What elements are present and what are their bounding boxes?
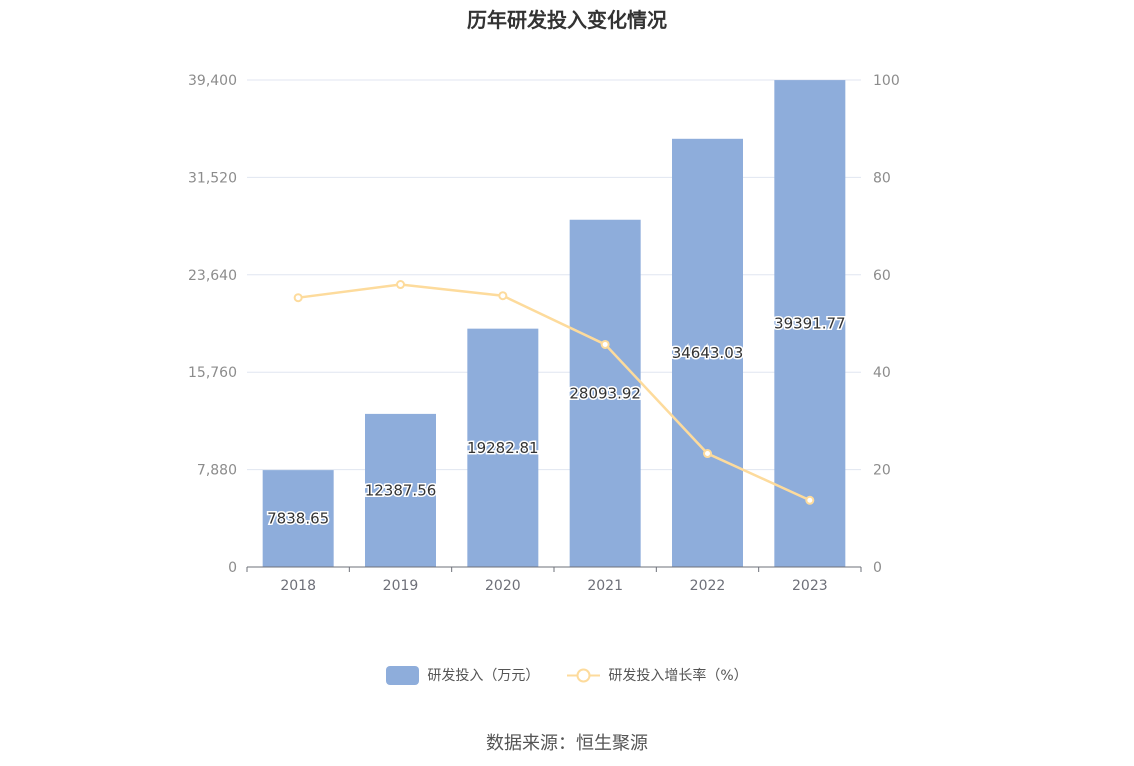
legend-bar-label: 研发投入（万元） <box>427 668 540 684</box>
legend-line-label: 研发投入增长率（%） <box>608 668 748 684</box>
y-right-tick-label: 40 <box>873 365 891 381</box>
y-right-tick-label: 100 <box>873 73 900 89</box>
line-series <box>293 280 815 505</box>
y-left-tick-label: 39,400 <box>188 73 237 89</box>
bar-data-label: 12387.56 <box>365 481 437 499</box>
bar-data-label: 34643.03 <box>672 344 744 362</box>
line-point <box>293 293 303 303</box>
line-point <box>396 280 405 290</box>
bar-data-label: 28093.92 <box>569 384 641 402</box>
bar-series <box>262 80 846 568</box>
y-right-tick-label: 60 <box>873 268 891 284</box>
bar <box>467 328 539 567</box>
legend-item-bar[interactable]: 研发投入（万元） <box>386 665 539 685</box>
line-point <box>703 449 712 459</box>
legend-item-line[interactable]: 研发投入增长率（%） <box>567 665 748 685</box>
y-left-tick-label: 7,880 <box>197 463 237 479</box>
x-tick-label: 2019 <box>383 578 419 594</box>
data-labels: 7838.65 12387.56 19282.81 28093.92 34643.03 3… <box>266 313 847 529</box>
line-point <box>498 291 508 301</box>
chart: 0 7,880 15,760 23,640 31,520 39,400 0 20 40 60 80… <box>188 73 900 594</box>
legend: 研发投入（万元） 研发投入增长率（%） <box>0 665 1134 685</box>
line-point <box>805 495 815 505</box>
bar <box>672 138 743 567</box>
y-left-tick-label: 31,520 <box>188 170 237 186</box>
y-left-tick-label: 15,760 <box>188 365 237 381</box>
x-axis: 2018 2019 2020 2021 2022 2023 <box>246 567 862 594</box>
y-right-tick-label: 20 <box>873 463 891 479</box>
line-point <box>600 339 610 349</box>
bar <box>569 219 641 567</box>
y-left-tick-label: 23,640 <box>188 268 237 284</box>
bar-data-label: 7838.65 <box>267 510 329 528</box>
y-axis-left: 0 7,880 15,760 23,640 31,520 39,400 <box>188 73 237 576</box>
bar <box>262 470 334 567</box>
bar <box>365 413 436 567</box>
y-right-tick-label: 0 <box>873 560 882 576</box>
legend-line-swatch <box>567 668 601 682</box>
x-tick-label: 2023 <box>792 578 828 594</box>
legend-bar-swatch <box>386 665 420 685</box>
source-note: 数据来源：恒生聚源 <box>486 733 648 754</box>
x-tick-label: 2022 <box>690 578 726 594</box>
y-left-tick-label: 0 <box>228 560 237 576</box>
bar-data-label: 39391.77 <box>774 315 846 333</box>
bar <box>774 80 846 568</box>
bar-data-label: 19282.81 <box>467 439 539 457</box>
x-tick-label: 2021 <box>587 578 623 594</box>
y-right-tick-label: 80 <box>873 170 891 186</box>
x-tick-label: 2020 <box>485 578 521 594</box>
y-axis-right: 0 20 40 60 80 100 <box>873 73 900 576</box>
growth-line <box>298 283 811 502</box>
chart-title: 历年研发投入变化情况 <box>467 8 667 32</box>
grid-lines <box>247 79 861 471</box>
x-tick-label: 2018 <box>280 578 316 594</box>
